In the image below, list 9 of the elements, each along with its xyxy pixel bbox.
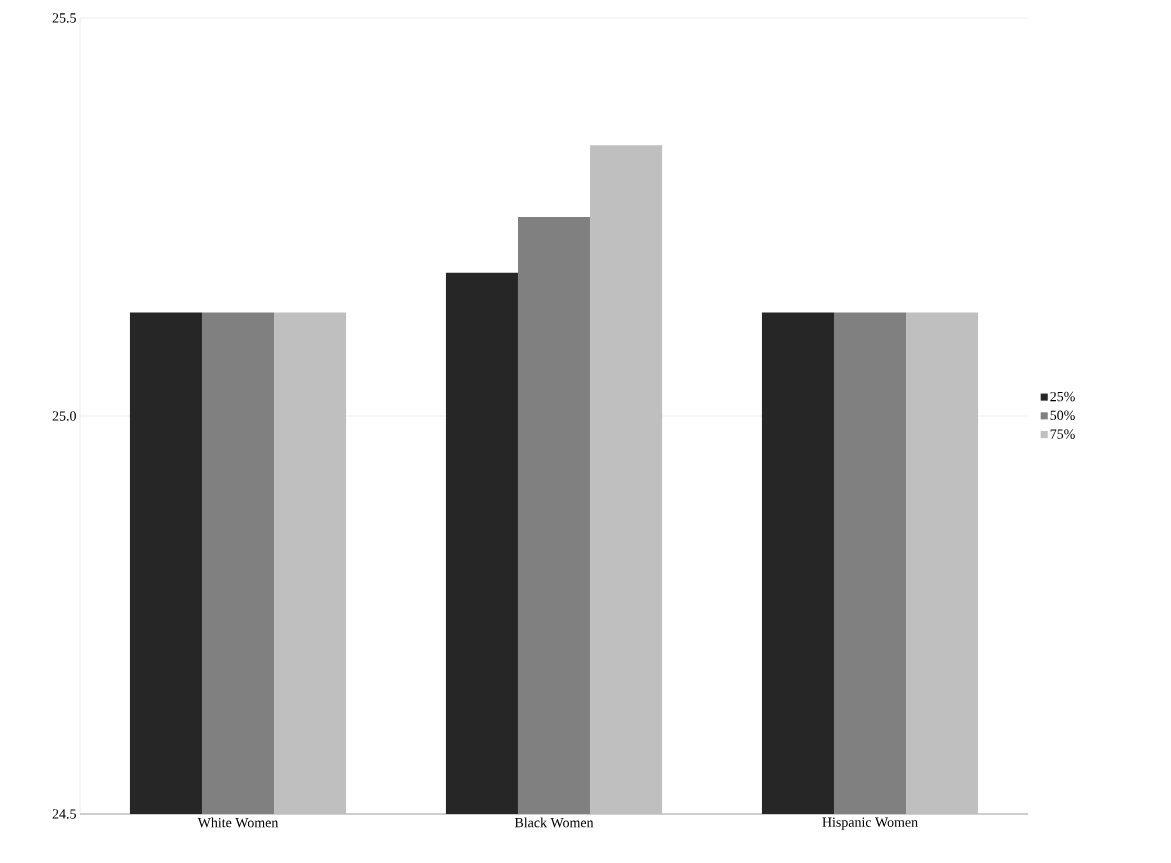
- y-tick-label: 25.5: [52, 13, 76, 23]
- x-tick-label: Hispanic Women: [822, 817, 918, 830]
- legend-label: 25%: [1050, 391, 1075, 402]
- x-tick-label: Black Women: [514, 817, 594, 828]
- y-tick-label: 24.5: [52, 809, 76, 819]
- legend-label: 75%: [1050, 429, 1075, 439]
- y-tick-label: 25.0: [52, 411, 76, 421]
- x-tick-label: White Women: [197, 817, 279, 828]
- legend-label: 50%: [1050, 410, 1075, 421]
